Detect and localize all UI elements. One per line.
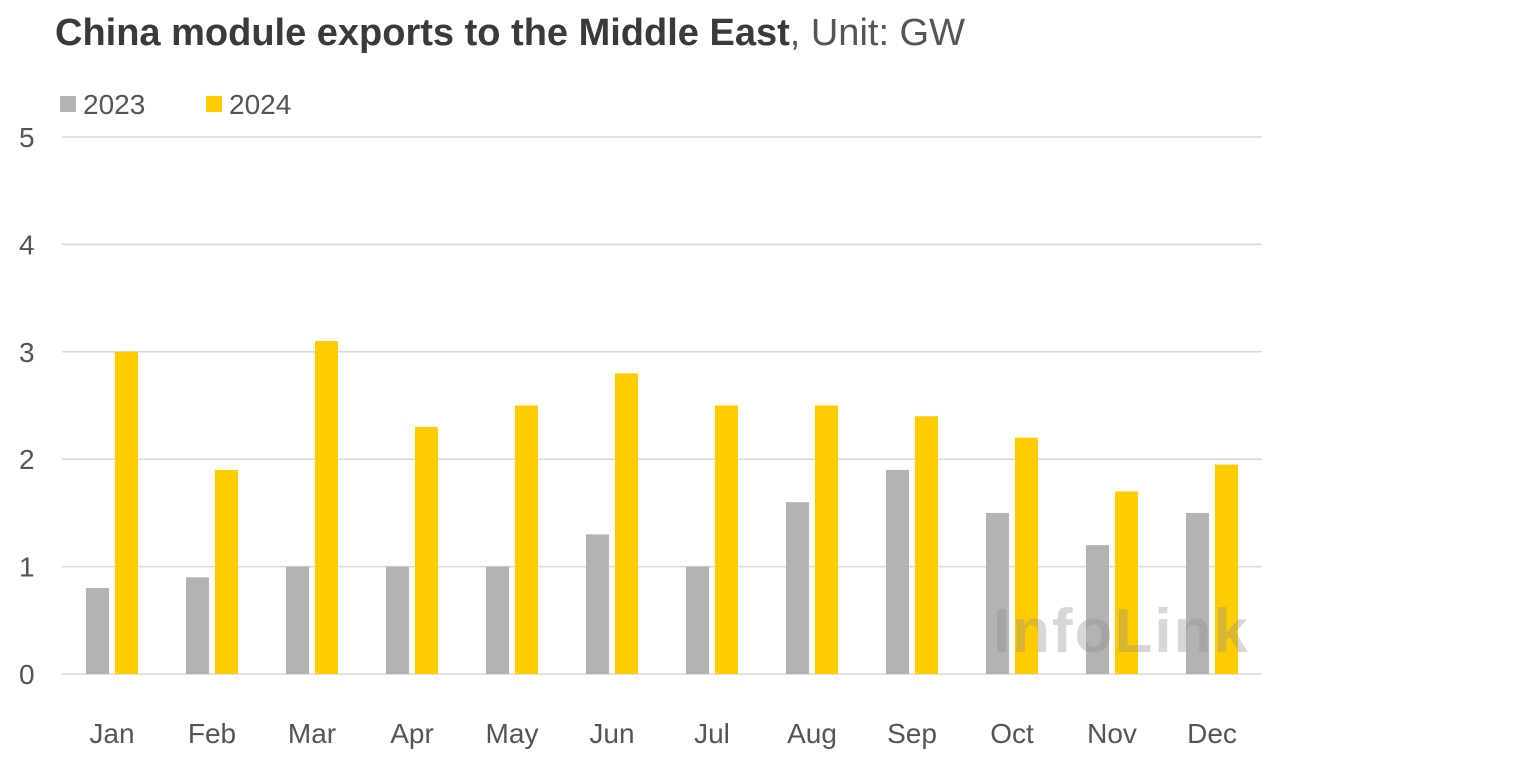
y-tick-label: 5 [19,122,35,153]
bar-2024-oct [1015,437,1038,674]
bar-2023-jul [686,566,709,674]
bar-2024-may [515,405,538,674]
watermark: InfoLink [993,597,1250,666]
bar-2024-jan [115,351,138,674]
bars [86,341,1238,674]
bar-2023-jan [86,588,109,674]
x-axis-ticks: Jan Feb Mar Apr May Jun Jul Aug Sep Oct Nov Dec [89,718,1236,749]
bar-2023-oct [986,512,1009,674]
x-tick-label: Apr [390,718,434,749]
bar-2024-mar [315,341,338,674]
bar-2024-aug [815,405,838,674]
x-tick-label: Mar [288,718,336,749]
x-tick-label: Feb [188,718,236,749]
legend-label-2024: 2024 [229,89,291,120]
x-tick-label: Jul [694,718,730,749]
legend-swatch-2023 [60,96,76,112]
bar-2023-sep [886,469,909,674]
bar-2023-may [486,566,509,674]
legend-label-2023: 2023 [83,89,145,120]
bar-2024-sep [915,416,938,674]
x-tick-label: Oct [990,718,1034,749]
chart-title-main: China module exports to the Middle East [55,12,790,54]
bar-2023-feb [186,577,209,674]
y-tick-label: 1 [19,552,35,583]
bar-2024-feb [215,469,238,674]
x-tick-label: Nov [1087,718,1137,749]
x-tick-label: Dec [1187,718,1237,749]
bar-2023-nov [1086,545,1109,674]
bar-2024-dec [1215,464,1238,674]
x-tick-label: May [486,718,539,749]
bar-2023-aug [786,502,809,674]
y-axis-ticks: 0 1 2 3 4 5 [19,122,35,690]
legend: 2023 2024 [60,89,291,120]
chart-title-unit: , Unit: GW [789,12,965,54]
legend-swatch-2024 [206,96,222,112]
y-tick-label: 4 [19,229,35,260]
y-tick-label: 0 [19,659,35,690]
bar-2024-jul [715,405,738,674]
bar-2023-apr [386,566,409,674]
bar-2024-jun [615,373,638,674]
y-tick-label: 2 [19,444,35,475]
bar-2024-nov [1115,491,1138,674]
bar-2024-apr [415,426,438,674]
grid-lines [62,136,1262,675]
x-tick-label: Jan [89,718,134,749]
x-tick-label: Aug [787,718,837,749]
x-tick-label: Sep [887,718,937,749]
bar-2023-mar [286,566,309,674]
bar-2023-dec [1186,512,1209,674]
y-tick-label: 3 [19,337,35,368]
x-tick-label: Jun [589,718,634,749]
bar-2023-jun [586,534,609,674]
chart-title: China module exports to the Middle East,… [55,12,965,55]
